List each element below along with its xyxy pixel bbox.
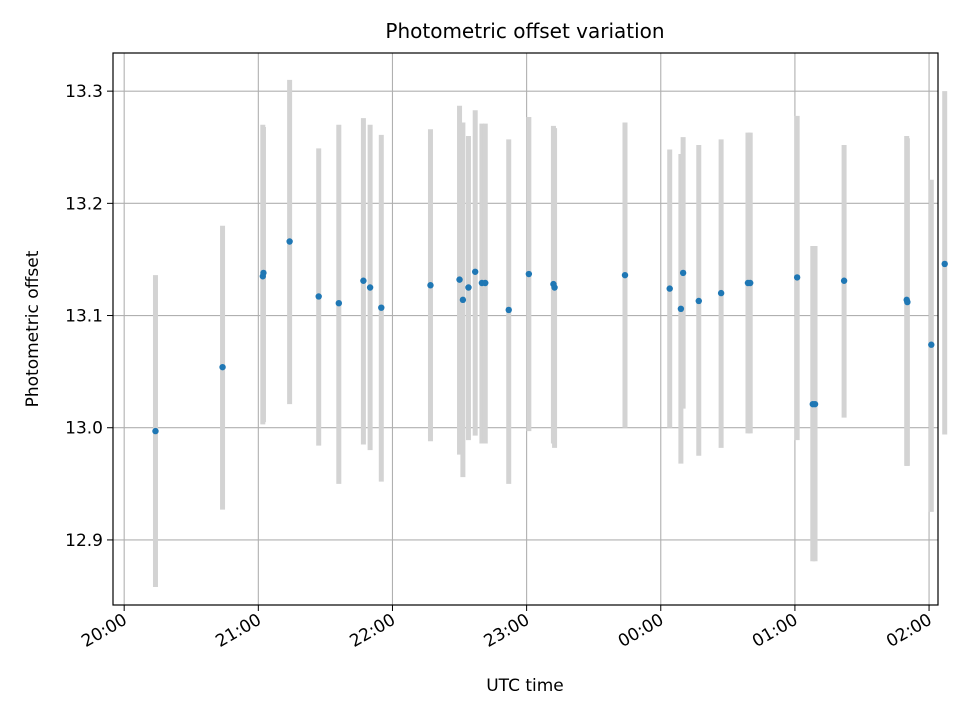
data-point: [152, 427, 159, 435]
data-point: [219, 363, 226, 371]
data-point: [459, 296, 467, 304]
data-point: [360, 277, 367, 284]
y-axis-label: Photometric offset: [23, 250, 43, 407]
x-tick-label: 21:00: [212, 610, 264, 652]
data-point: [471, 268, 479, 275]
data-point: [904, 298, 911, 306]
x-tick-label: 20:00: [78, 610, 130, 652]
data-point: [793, 274, 801, 281]
data-point: [427, 282, 434, 289]
data-point: [677, 305, 685, 313]
y-tick-label: 13.1: [65, 307, 103, 327]
x-tick-label: 23:00: [481, 610, 533, 652]
data-point: [666, 285, 673, 292]
data-points: [152, 238, 948, 435]
data-point: [366, 284, 374, 291]
data-point: [482, 279, 489, 287]
y-axis: 12.9 13.0 13.1 13.2 13.3: [65, 82, 113, 551]
chart-title: Photometric offset variation: [385, 19, 664, 43]
x-tick-label: 00:00: [615, 610, 667, 652]
y-tick-label: 13.2: [65, 194, 103, 214]
x-axis: 20:00 21:00 22:00 23:00 00:00 01:00 02:00: [78, 605, 936, 652]
data-point: [286, 238, 293, 245]
data-point: [928, 341, 935, 348]
data-point: [746, 279, 754, 287]
x-tick-label: 02:00: [883, 610, 935, 652]
data-point: [260, 269, 267, 277]
x-tick-label: 01:00: [749, 610, 801, 652]
y-tick-label: 13.3: [65, 82, 103, 102]
x-tick-label: 22:00: [347, 610, 399, 652]
data-point: [505, 306, 512, 314]
data-point: [679, 269, 687, 277]
errorbars: [152, 79, 948, 588]
y-tick-label: 12.9: [65, 531, 103, 551]
plot-frame: [112, 52, 939, 606]
data-point: [695, 297, 702, 305]
data-point: [525, 270, 533, 278]
y-tick-label: 13.0: [65, 419, 103, 439]
data-point: [621, 271, 629, 279]
data-point: [378, 304, 385, 311]
x-axis-label: UTC time: [486, 676, 564, 696]
data-point: [840, 277, 848, 284]
data-point: [717, 289, 725, 297]
data-point: [941, 260, 948, 268]
data-point: [335, 299, 343, 307]
data-point: [551, 284, 558, 291]
data-point: [465, 284, 472, 291]
data-point: [811, 400, 819, 408]
data-point: [456, 276, 463, 283]
data-point: [315, 293, 322, 300]
